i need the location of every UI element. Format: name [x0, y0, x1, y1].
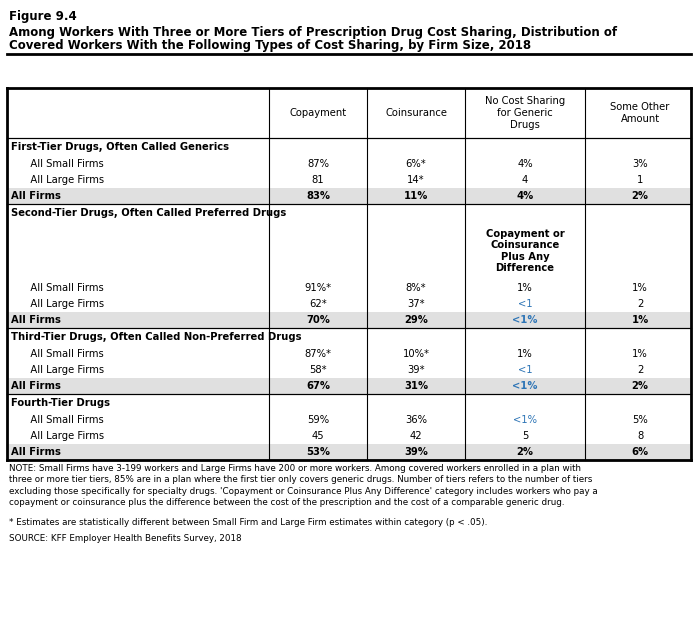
Text: Second-Tier Drugs, Often Called Preferred Drugs: Second-Tier Drugs, Often Called Preferre…	[11, 208, 286, 218]
Bar	[7, 312, 691, 328]
Text: 8: 8	[637, 431, 643, 441]
Bar	[7, 346, 691, 362]
Text: No Cost Sharing
for Generic
Drugs: No Cost Sharing for Generic Drugs	[485, 97, 565, 130]
Text: All Firms: All Firms	[11, 191, 61, 201]
Text: 1%: 1%	[632, 349, 648, 359]
Text: 11%: 11%	[404, 191, 428, 201]
Text: 14*: 14*	[407, 175, 425, 185]
Text: 42: 42	[410, 431, 422, 441]
Text: <1: <1	[518, 299, 533, 309]
Text: 39%: 39%	[404, 447, 428, 457]
Text: 10%*: 10%*	[403, 349, 429, 359]
Text: All Small Firms: All Small Firms	[21, 283, 104, 293]
Text: All Large Firms: All Large Firms	[21, 431, 104, 441]
Text: <1: <1	[518, 365, 533, 375]
Text: 87%*: 87%*	[304, 349, 332, 359]
Text: 1%: 1%	[632, 315, 648, 325]
Bar	[7, 172, 691, 188]
Text: First-Tier Drugs, Often Called Generics: First-Tier Drugs, Often Called Generics	[11, 142, 229, 152]
Text: 4%: 4%	[517, 191, 534, 201]
Bar	[7, 138, 691, 156]
Text: 31%: 31%	[404, 381, 428, 391]
Text: 2%: 2%	[517, 447, 533, 457]
Bar	[7, 280, 691, 296]
Text: 29%: 29%	[404, 315, 428, 325]
Text: Copayment or
Coinsurance
Plus Any
Difference: Copayment or Coinsurance Plus Any Differ…	[486, 228, 565, 273]
Bar	[7, 156, 691, 172]
Text: All Small Firms: All Small Firms	[21, 159, 104, 169]
Text: 5: 5	[522, 431, 528, 441]
Text: 81: 81	[312, 175, 325, 185]
Text: 67%: 67%	[306, 381, 330, 391]
Text: 5%: 5%	[632, 415, 648, 425]
Text: Among Workers With Three or More Tiers of Prescription Drug Cost Sharing, Distri: Among Workers With Three or More Tiers o…	[9, 26, 617, 39]
Text: 87%: 87%	[307, 159, 329, 169]
Text: 58*: 58*	[309, 365, 327, 375]
Text: Coinsurance: Coinsurance	[385, 108, 447, 118]
Text: All Large Firms: All Large Firms	[21, 365, 104, 375]
Text: * Estimates are statistically different between Small Firm and Large Firm estima: * Estimates are statistically different …	[9, 518, 487, 527]
Bar	[7, 378, 691, 394]
Text: All Firms: All Firms	[11, 381, 61, 391]
Text: 1%: 1%	[517, 283, 533, 293]
Bar	[7, 412, 691, 428]
Bar	[7, 394, 691, 412]
Bar	[7, 204, 691, 280]
Text: 91%*: 91%*	[304, 283, 332, 293]
Text: 2: 2	[637, 299, 643, 309]
Text: 2%: 2%	[632, 191, 648, 201]
Bar	[7, 444, 691, 460]
Text: 4: 4	[522, 175, 528, 185]
Text: 53%: 53%	[306, 447, 330, 457]
Text: 6%*: 6%*	[406, 159, 426, 169]
Text: Covered Workers With the Following Types of Cost Sharing, by Firm Size, 2018: Covered Workers With the Following Types…	[9, 39, 531, 52]
Text: All Firms: All Firms	[11, 315, 61, 325]
Text: 83%: 83%	[306, 191, 330, 201]
Text: SOURCE: KFF Employer Health Benefits Survey, 2018: SOURCE: KFF Employer Health Benefits Sur…	[9, 534, 242, 543]
Bar	[7, 428, 691, 444]
Text: All Firms: All Firms	[11, 447, 61, 457]
Bar	[7, 362, 691, 378]
Text: 6%: 6%	[632, 447, 648, 457]
Text: 1: 1	[637, 175, 643, 185]
Bar	[7, 88, 691, 460]
Text: 1%: 1%	[517, 349, 533, 359]
Text: Fourth-Tier Drugs: Fourth-Tier Drugs	[11, 398, 110, 408]
Text: All Large Firms: All Large Firms	[21, 175, 104, 185]
Text: 59%: 59%	[307, 415, 329, 425]
Text: All Small Firms: All Small Firms	[21, 415, 104, 425]
Text: <1%: <1%	[512, 381, 537, 391]
Text: All Small Firms: All Small Firms	[21, 349, 104, 359]
Text: 3%: 3%	[632, 159, 648, 169]
Text: Third-Tier Drugs, Often Called Non-Preferred Drugs: Third-Tier Drugs, Often Called Non-Prefe…	[11, 332, 302, 342]
Bar	[7, 328, 691, 346]
Text: 70%: 70%	[306, 315, 330, 325]
Text: 39*: 39*	[407, 365, 425, 375]
Text: Figure 9.4: Figure 9.4	[9, 10, 77, 23]
Bar	[7, 296, 691, 312]
Text: 2: 2	[637, 365, 643, 375]
Text: 1%: 1%	[632, 283, 648, 293]
Text: 4%: 4%	[517, 159, 533, 169]
Text: 62*: 62*	[309, 299, 327, 309]
Text: NOTE: Small Firms have 3-199 workers and Large Firms have 200 or more workers. A: NOTE: Small Firms have 3-199 workers and…	[9, 464, 597, 508]
Text: Some Other
Amount: Some Other Amount	[610, 102, 669, 124]
Bar	[7, 188, 691, 204]
Text: 36%: 36%	[405, 415, 427, 425]
Text: All Large Firms: All Large Firms	[21, 299, 104, 309]
Text: <1%: <1%	[513, 415, 537, 425]
Text: 8%*: 8%*	[406, 283, 426, 293]
Text: 2%: 2%	[632, 381, 648, 391]
Text: Copayment: Copayment	[290, 108, 347, 118]
Text: 45: 45	[312, 431, 325, 441]
Bar	[7, 88, 691, 138]
Text: <1%: <1%	[512, 315, 537, 325]
Text: 37*: 37*	[407, 299, 425, 309]
